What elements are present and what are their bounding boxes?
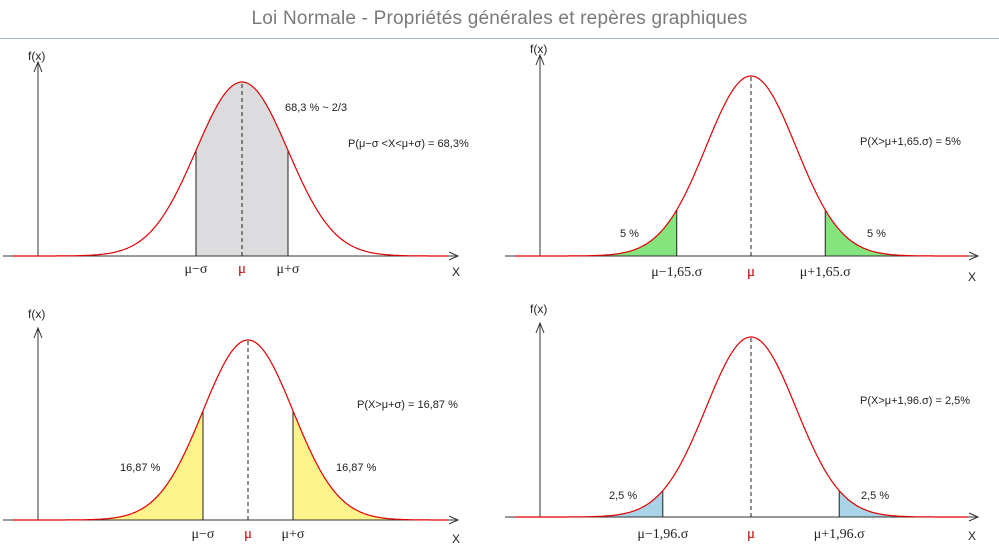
x-axis-label: X: [452, 532, 460, 546]
x-axis-label: X: [452, 265, 460, 279]
shaded-area-left-tail: [13, 410, 203, 520]
page-title: Loi Normale - Propriétés générales et re…: [251, 8, 748, 29]
tick-label-mu: μ: [747, 526, 755, 542]
tick-label: μ−1,65.σ: [651, 265, 702, 280]
region-label: 5 %: [620, 228, 639, 240]
density-curve: [515, 336, 968, 518]
probability-annotation: P(X>μ+1,65.σ) = 5%: [860, 136, 961, 148]
tick-label: μ−σ: [192, 527, 215, 542]
probability-annotation: P(μ−σ <X<μ+σ) = 68,3%: [348, 138, 469, 150]
tick-label-mu: μ: [244, 526, 252, 542]
panel-1: f(x) X P(μ−σ <X<μ+σ) = 68,3% 68,3 % ~ 2/3 μ−…: [3, 49, 469, 279]
tick-label: μ+1,96.σ: [814, 527, 865, 542]
tick-label: μ+σ: [282, 527, 305, 542]
y-axis-arrow: [33, 60, 43, 73]
shaded-area-left-tail: [515, 490, 663, 517]
y-axis-label: f(x): [530, 42, 547, 56]
region-label: 5 %: [867, 228, 886, 240]
shaded-area-right-tail: [293, 410, 448, 520]
x-axis-label: X: [968, 529, 976, 543]
tick-label: μ−1,96.σ: [637, 527, 688, 542]
header-bar: Loi Normale - Propriétés générales et re…: [0, 0, 999, 39]
y-axis-arrow: [535, 53, 545, 66]
x-axis-label: X: [968, 270, 976, 284]
tick-label: μ+σ: [277, 262, 300, 277]
y-axis-label: f(x): [28, 49, 45, 63]
tick-label-mu: μ: [747, 264, 755, 280]
panel-2: f(x) X P(X>μ+1,65.σ) = 5% 5 % 5 % μ−1,65.σ μ μ+…: [505, 42, 980, 284]
region-label: 16,87 %: [336, 462, 377, 474]
y-axis-label: f(x): [530, 302, 547, 316]
x-axis-arrow: [448, 251, 460, 261]
probability-annotation: P(X>μ+1,96.σ) = 2,5%: [860, 395, 970, 407]
tick-label: μ−σ: [185, 262, 208, 277]
density-curve: [13, 339, 448, 521]
region-label: 2,5 %: [609, 490, 637, 502]
y-axis-arrow: [33, 326, 43, 339]
density-curve: [13, 81, 448, 257]
shaded-area-right-tail: [825, 209, 968, 256]
y-axis-label: f(x): [28, 307, 45, 321]
shaded-area-left-tail: [515, 209, 677, 256]
shaded-area-right-tail: [839, 490, 968, 517]
y-axis-arrow: [535, 321, 545, 334]
x-axis-arrow: [448, 515, 460, 525]
region-label: 68,3 % ~ 2/3: [285, 102, 347, 114]
panel-3: f(x) X P(X>μ+σ) = 16,87 % 16,87 % 16,87 % μ−σ…: [3, 307, 460, 546]
density-curve: [515, 75, 968, 257]
x-axis-arrow: [968, 251, 980, 261]
panel-4: f(x) X P(X>μ+1,96.σ) = 2,5% 2,5 % 2,5 % μ−1,9…: [505, 302, 980, 543]
probability-annotation: P(X>μ+σ) = 16,87 %: [357, 399, 458, 411]
region-label: 16,87 %: [120, 462, 161, 474]
x-axis-arrow: [968, 512, 980, 522]
tick-label-mu: μ: [238, 261, 246, 277]
tick-label: μ+1,65.σ: [800, 265, 851, 280]
region-label: 2,5 %: [861, 490, 889, 502]
